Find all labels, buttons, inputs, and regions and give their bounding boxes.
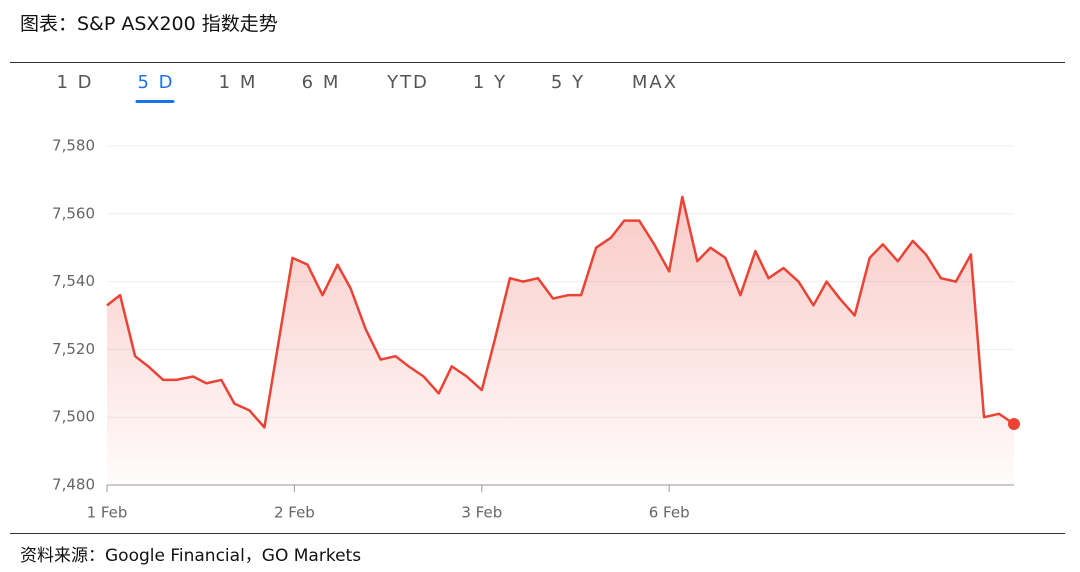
- tab[interactable]: 1 D: [56, 72, 94, 93]
- page-title: 图表：S&P ASX200 指数走势: [20, 13, 278, 35]
- y-tick-label: 7,480: [52, 476, 95, 494]
- tab-selected[interactable]: 5 D: [135, 72, 175, 103]
- y-tick-label: 7,540: [52, 272, 95, 290]
- x-tick-label: 2 Feb: [274, 504, 315, 522]
- tab[interactable]: 6 M: [301, 72, 341, 93]
- area-fill: [107, 196, 1014, 485]
- tab[interactable]: 1 Y: [472, 72, 508, 93]
- price-line: [106, 195, 1015, 429]
- y-tick-label: 7,520: [52, 340, 95, 358]
- tab[interactable]: YTD: [387, 72, 429, 93]
- divider: [10, 62, 1065, 63]
- source-note: 资料来源：Google Financial，GO Markets: [20, 546, 362, 566]
- divider: [10, 533, 1065, 534]
- x-tick-label: 3 Feb: [461, 504, 502, 522]
- tab[interactable]: 1 M: [218, 72, 258, 93]
- x-tick-label: 1 Feb: [87, 504, 128, 522]
- tab[interactable]: 5 Y: [550, 72, 586, 93]
- last-point: [1008, 417, 1020, 430]
- x-tick-label: 6 Feb: [649, 504, 690, 522]
- range-tabs: 1 D 5 D 1 M 6 M YTD 1 Y 5 Y MAX: [0, 72, 1080, 108]
- y-tick-label: 7,560: [52, 204, 95, 222]
- y-tick-label: 7,500: [52, 408, 95, 426]
- y-tick-label: 7,580: [52, 137, 95, 155]
- tab[interactable]: MAX: [631, 72, 679, 93]
